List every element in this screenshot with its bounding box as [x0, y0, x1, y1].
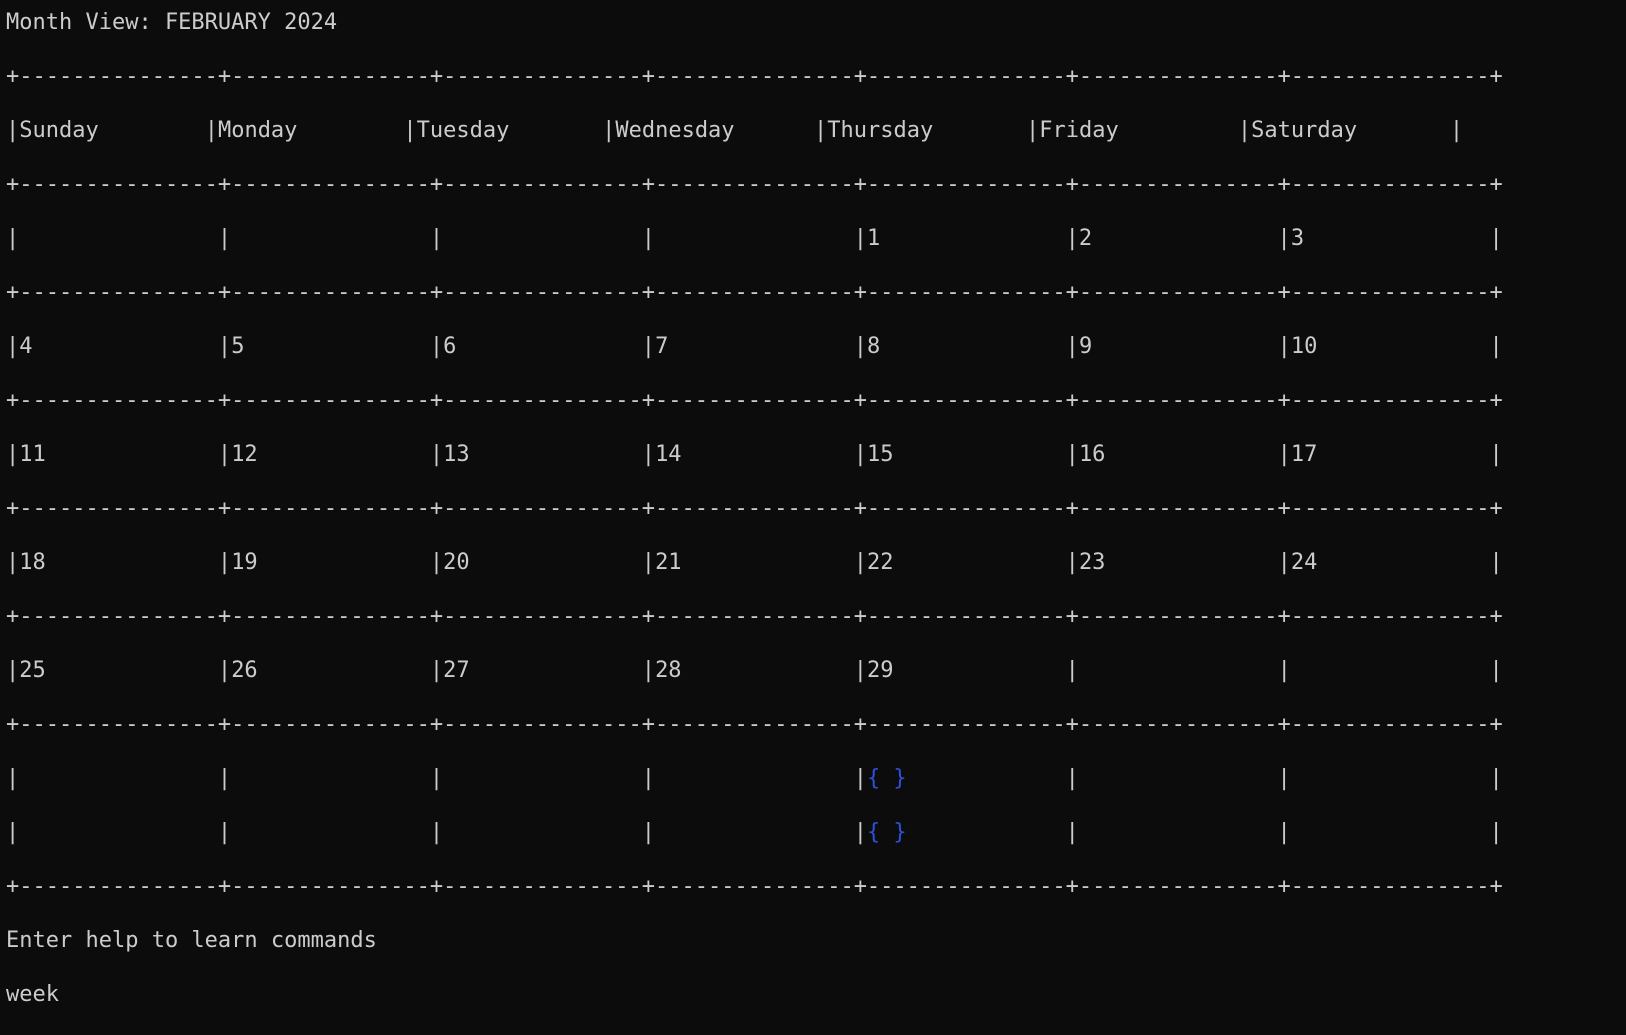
day-cell: 25 [19, 658, 46, 683]
day-cell: 24 [1290, 550, 1318, 575]
day-cell: 9 [1078, 334, 1093, 359]
day-cell: 21 [655, 550, 682, 575]
day-cell: 1 [866, 226, 881, 251]
day-cell: 7 [655, 334, 669, 359]
day-cell: 14 [655, 442, 682, 467]
help-text: Enter help to learn commands [6, 928, 377, 953]
day-cell: 13 [443, 442, 470, 467]
week-row: |11 |12 |13 |14 |15 |16 |17 | [6, 442, 1503, 467]
weekday-saturday: Saturday [1251, 118, 1358, 143]
event-marker: { } [866, 820, 907, 845]
day-cell: 16 [1078, 442, 1106, 467]
grid-separator: +---------------+---------------+-------… [6, 604, 1503, 629]
day-cell: 15 [867, 442, 894, 467]
page-title: Month View: FEBRUARY 2024 [6, 10, 338, 35]
day-cell: 28 [655, 658, 682, 683]
day-cell: 8 [867, 334, 881, 359]
day-cell: 6 [443, 334, 457, 359]
day-cell: 4 [19, 334, 33, 359]
week-row: |25 |26 |27 |28 |29 | | | [6, 658, 1503, 683]
day-cell: 27 [443, 658, 470, 683]
grid-separator: +---------------+---------------+-------… [6, 496, 1503, 521]
day-cell: 11 [19, 442, 46, 467]
weekday-header-row: |Sunday |Monday |Tuesday |Wednesday |Thu… [6, 118, 1464, 143]
command-input[interactable]: week [6, 982, 59, 1007]
day-cell: 26 [231, 658, 258, 683]
grid-separator: +---------------+---------------+-------… [6, 64, 1503, 89]
grid-separator: +---------------+---------------+-------… [6, 712, 1503, 737]
event-row: | | | | |{ } | | | [6, 820, 1503, 845]
grid-separator: +---------------+---------------+-------… [6, 172, 1503, 197]
day-cell: 10 [1290, 334, 1318, 359]
day-cell: 2 [1078, 226, 1093, 251]
day-cell: 20 [443, 550, 470, 575]
day-cell: 23 [1078, 550, 1106, 575]
day-cell: 17 [1290, 442, 1318, 467]
day-cell: 29 [867, 658, 894, 683]
week-row: |4 |5 |6 |7 |8 |9 |10 | [6, 334, 1503, 359]
day-cell: 19 [231, 550, 258, 575]
day-cell: 22 [867, 550, 894, 575]
day-cell: 3 [1290, 226, 1305, 251]
day-cell: 5 [231, 334, 245, 359]
event-marker: { } [866, 766, 907, 791]
event-row: | | | | |{ } | | | [6, 766, 1503, 791]
grid-separator: +---------------+---------------+-------… [6, 874, 1503, 899]
week-row: | | | | |1 |2 |3 | [6, 226, 1503, 251]
weekday-monday: Monday [217, 118, 298, 143]
grid-separator: +---------------+---------------+-------… [6, 280, 1503, 305]
day-cell: 18 [19, 550, 46, 575]
weekday-friday: Friday [1039, 118, 1119, 143]
weekday-tuesday: Tuesday [416, 118, 510, 143]
day-cell: 12 [231, 442, 258, 467]
terminal-output: Month View: FEBRUARY 2024 +-------------… [6, 9, 1503, 1035]
weekday-thursday: Thursday [827, 118, 934, 143]
grid-separator: +---------------+---------------+-------… [6, 388, 1503, 413]
weekday-wednesday: Wednesday [615, 118, 735, 143]
week-row: |18 |19 |20 |21 |22 |23 |24 | [6, 550, 1503, 575]
weekday-sunday: Sunday [19, 118, 99, 143]
